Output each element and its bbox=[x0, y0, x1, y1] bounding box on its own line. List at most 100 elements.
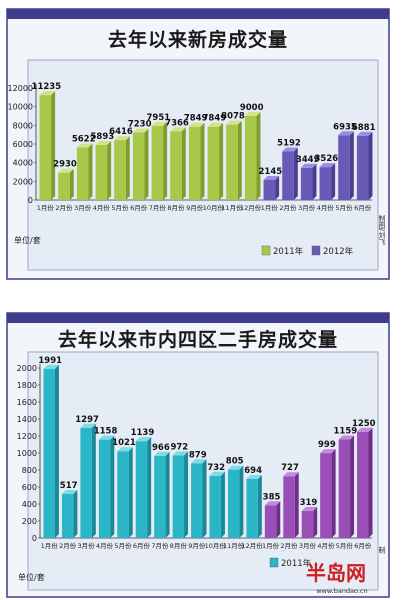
watermark-url: www.bandao.cn bbox=[316, 587, 367, 595]
bar bbox=[357, 431, 369, 538]
x-tick-label: 3月份 bbox=[74, 203, 92, 212]
bar-side bbox=[331, 449, 336, 538]
bar-side bbox=[165, 451, 170, 538]
bar-side bbox=[293, 147, 298, 200]
y-tick-label: 10000 bbox=[8, 103, 33, 112]
bar-value-label: 972 bbox=[170, 442, 188, 452]
bar-top bbox=[209, 471, 225, 476]
bar-value-label: 5192 bbox=[277, 139, 301, 149]
bar-value-label: 5893 bbox=[90, 132, 114, 142]
x-tick-label: 6月份 bbox=[354, 203, 372, 212]
bar-top bbox=[151, 121, 168, 126]
y-tick-label: 0 bbox=[28, 196, 33, 205]
chart-title: 去年以来新房成交量 bbox=[108, 28, 288, 51]
bar-value-label: 727 bbox=[281, 463, 299, 473]
bar-side bbox=[312, 163, 317, 200]
x-tick-label: 11月份 bbox=[223, 541, 245, 550]
chart-frame-top-band bbox=[7, 313, 389, 323]
bar bbox=[264, 505, 277, 538]
bar bbox=[246, 479, 258, 538]
bar-side bbox=[144, 128, 149, 200]
bar-side bbox=[220, 471, 225, 538]
bar-top bbox=[227, 465, 244, 470]
bar-value-label: 966 bbox=[152, 443, 170, 453]
bar-side bbox=[125, 136, 130, 200]
bar-value-label: 1158 bbox=[94, 427, 118, 437]
bar bbox=[43, 368, 55, 538]
y-tick-label: 400 bbox=[22, 500, 37, 509]
bar-value-label: 2930 bbox=[53, 160, 77, 170]
bar-top bbox=[117, 447, 133, 452]
bar bbox=[191, 463, 203, 538]
bar bbox=[58, 172, 70, 200]
y-tick-label: 4000 bbox=[13, 159, 33, 168]
bar-top bbox=[188, 122, 205, 127]
bar-top bbox=[61, 490, 78, 495]
bar-value-label: 6881 bbox=[352, 123, 376, 133]
bar-value-label: 6416 bbox=[109, 127, 133, 137]
bar-side bbox=[349, 131, 354, 200]
bar-value-label: 694 bbox=[244, 466, 262, 476]
bar-value-label: 1297 bbox=[75, 415, 99, 425]
side-credit: 制 bbox=[378, 546, 386, 555]
x-tick-label: 6月份 bbox=[133, 541, 151, 550]
bar-top bbox=[357, 427, 373, 432]
x-tick-label: 1月份 bbox=[261, 203, 279, 212]
bar-top bbox=[301, 506, 318, 511]
bar bbox=[188, 126, 201, 200]
bar-value-label: 385 bbox=[263, 492, 281, 502]
watermark-brand: 半岛网 bbox=[306, 561, 366, 585]
bar-top bbox=[282, 147, 298, 152]
y-tick-label: 600 bbox=[22, 483, 37, 492]
secondhand-housing-chart: 去年以来市内四区二手房成交量 0 200 400 600 800 1000 1200 1400 1… bbox=[6, 312, 390, 598]
x-tick-label: 6月份 bbox=[130, 203, 148, 212]
x-tick-label: 8月份 bbox=[167, 203, 185, 212]
bar bbox=[80, 427, 92, 538]
bar-top bbox=[244, 112, 261, 116]
bar bbox=[39, 95, 52, 200]
x-tick-label: 6月份 bbox=[354, 541, 372, 550]
bar-top bbox=[264, 501, 281, 506]
bar-top bbox=[172, 451, 189, 456]
bar-top bbox=[154, 451, 170, 456]
bar bbox=[319, 167, 332, 200]
legend-swatch bbox=[261, 245, 271, 256]
x-tick-label: 2月份 bbox=[279, 203, 297, 212]
bar-value-label: 11235 bbox=[32, 82, 62, 92]
bar-top bbox=[320, 449, 336, 454]
bar-value-label: 1250 bbox=[352, 419, 376, 429]
bar-top bbox=[319, 163, 336, 168]
y-tick-label: 0 bbox=[32, 534, 37, 543]
y-tick-label: 1800 bbox=[17, 381, 37, 390]
y-tick-label: 1000 bbox=[17, 449, 37, 458]
y-tick-label: 1400 bbox=[17, 415, 37, 424]
new-housing-chart: 去年以来新房成交量 0 2000 4000 6000 8000 10000 120001123… bbox=[6, 8, 390, 280]
bar-side bbox=[163, 121, 168, 200]
x-tick-label: 12月份 bbox=[241, 541, 263, 550]
bar bbox=[207, 126, 220, 200]
bar bbox=[227, 469, 240, 538]
y-tick-label: 200 bbox=[22, 517, 37, 526]
bar-side bbox=[88, 143, 93, 200]
bar-side bbox=[256, 112, 261, 200]
y-tick-label: 800 bbox=[22, 466, 37, 475]
bar-side bbox=[69, 168, 74, 200]
bar-top bbox=[98, 435, 115, 440]
bar-top bbox=[132, 128, 149, 133]
bar bbox=[114, 140, 126, 200]
x-tick-label: 11月份 bbox=[221, 203, 243, 212]
y-tick-label: 1600 bbox=[17, 398, 37, 407]
bar-value-label: 5622 bbox=[72, 135, 96, 145]
bar bbox=[135, 441, 148, 538]
x-tick-label: 7月份 bbox=[149, 203, 167, 212]
bar-top bbox=[300, 163, 317, 168]
x-tick-label: 5月份 bbox=[111, 203, 129, 212]
bar-top bbox=[338, 435, 355, 440]
x-tick-label: 5月份 bbox=[335, 203, 353, 212]
bar-side bbox=[91, 423, 96, 538]
bar-side bbox=[368, 131, 373, 200]
bar bbox=[244, 116, 257, 200]
bar bbox=[151, 125, 164, 200]
bar-top bbox=[263, 175, 280, 180]
bar bbox=[209, 475, 221, 538]
